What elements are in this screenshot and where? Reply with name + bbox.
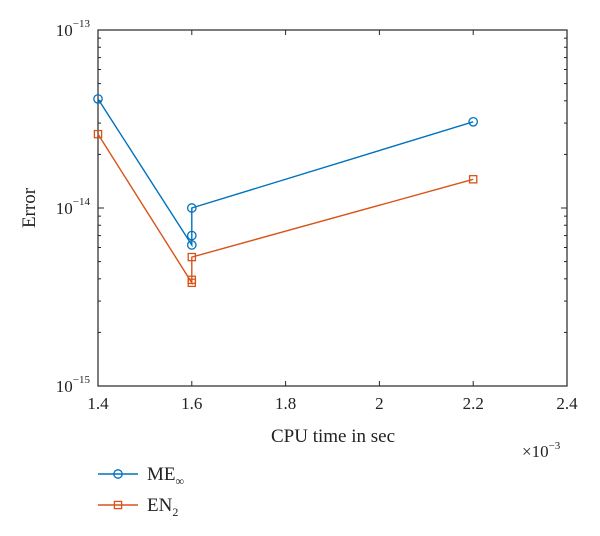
data-point-me-inf xyxy=(186,240,197,250)
legend-item-me-inf: ME∞ xyxy=(98,464,184,488)
legend-label: ME∞ xyxy=(147,464,184,488)
data-point-en-2 xyxy=(187,252,197,262)
data-point-me-inf xyxy=(93,94,103,104)
y-axis-label: Error xyxy=(19,187,40,228)
legend-label: EN2 xyxy=(147,495,178,519)
x-axis-label: CPU time in sec xyxy=(271,426,395,447)
legend-marker xyxy=(113,469,123,479)
data-point-me-inf xyxy=(468,116,479,127)
y-tick-label: 10−15 xyxy=(56,374,91,396)
x-tick-label: 2.2 xyxy=(463,394,484,413)
x-tick-label: 1.8 xyxy=(275,394,296,413)
x-tick-label: 1.4 xyxy=(87,394,109,413)
x-multiplier: ×10−3 xyxy=(522,440,561,461)
axis-ticks: 1.4 1.6 1.8 2 2.2 2.4 10−15 10−14 10−13 xyxy=(56,18,578,413)
plot-series xyxy=(93,94,479,288)
series-line-me-inf xyxy=(97,98,474,248)
data-point-en-2 xyxy=(468,175,478,184)
series-line-en-2 xyxy=(97,133,474,286)
legend-item-en-2: EN2 xyxy=(98,495,178,519)
y-tick-label: 10−13 xyxy=(56,18,91,40)
data-point-me-inf xyxy=(186,230,197,241)
legend: ME∞ EN2 xyxy=(98,464,184,519)
y-tick-label: 10−14 xyxy=(56,196,91,218)
x-tick-label: 1.6 xyxy=(181,394,202,413)
data-point-me-inf xyxy=(186,203,197,213)
data-point-en-2 xyxy=(187,275,197,285)
x-tick-label: 2 xyxy=(375,394,384,413)
legend-marker xyxy=(113,500,123,510)
x-tick-label: 2.4 xyxy=(556,394,578,413)
data-point-en-2 xyxy=(93,129,103,139)
